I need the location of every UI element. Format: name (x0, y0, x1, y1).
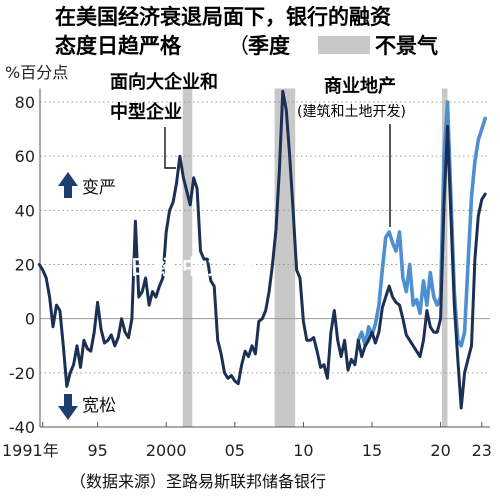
legend: （ 季度 不景气 (228, 34, 438, 58)
x-tick-label: 1991年 (2, 441, 59, 460)
recession-band-1 (274, 88, 296, 427)
legend-band-swatch (318, 36, 370, 54)
annotation-corporate-leader (164, 127, 176, 169)
arrow-down-label: 宽松 (82, 396, 116, 416)
arrow-up-icon (58, 172, 78, 198)
y-tick-label: 40 (15, 201, 35, 220)
chart-title-line2: 态度日趋严格 (55, 34, 182, 58)
y-tick-label: 60 (15, 147, 35, 166)
y-tick-label: -20 (9, 364, 35, 383)
x-tick-label: 95 (87, 441, 107, 460)
arrow-up-label: 变严 (82, 178, 116, 198)
x-tick-labels: 1991年 95 2000 05 10 15 20 23 (2, 422, 492, 460)
series-line-cre (356, 100, 487, 348)
y-tick-labels: -40 -20 0 20 40 60 80 (9, 93, 35, 437)
x-tick-label: 15 (362, 441, 382, 460)
arrow-looser: 宽松 (58, 394, 116, 420)
y-tick-label: -40 (9, 418, 35, 437)
y-tick-label: 0 (25, 310, 35, 329)
y-tick-label: 80 (15, 93, 35, 112)
yaxis-unit: %百分点 (5, 63, 68, 82)
x-tick-label: 23 (472, 441, 492, 460)
legend-band-label: 不景气 (375, 34, 438, 58)
y-tick-label: 20 (15, 256, 35, 275)
chart-title-line1: 在美国经济衰退局面下，银行的融资 (55, 5, 391, 29)
annotation-cre: 商业地产 (建筑和土地开发) (297, 75, 406, 227)
arrow-tighter: 变严 (58, 172, 116, 198)
legend-line-label: 季度 (248, 34, 290, 58)
x-tick-label: 10 (293, 441, 313, 460)
watermark: 日经中文网 (130, 255, 260, 279)
annotation-corporate: 面向大企业和 中型企业 (110, 71, 218, 169)
arrow-down-icon (58, 394, 78, 420)
recession-band-0 (182, 88, 193, 427)
series-lines (37, 89, 487, 410)
x-tick-label: 05 (225, 441, 245, 460)
annotation-cre-title: 商业地产 (324, 75, 396, 97)
x-tick-label: 20 (430, 441, 450, 460)
annotation-corporate-line1: 面向大企业和 (110, 71, 218, 93)
annotation-cre-subtitle: (建筑和土地开发) (297, 104, 406, 120)
legend-line-symbol: （ (228, 34, 249, 58)
annotation-corporate-line2: 中型企业 (110, 101, 182, 123)
source-note: （数据来源）圣路易斯联邦储备银行 (70, 472, 326, 491)
series-line-corporate (37, 89, 487, 410)
recession-band-2 (441, 88, 448, 427)
gridlines (39, 88, 490, 428)
x-tick-label: 2000 (146, 441, 187, 460)
